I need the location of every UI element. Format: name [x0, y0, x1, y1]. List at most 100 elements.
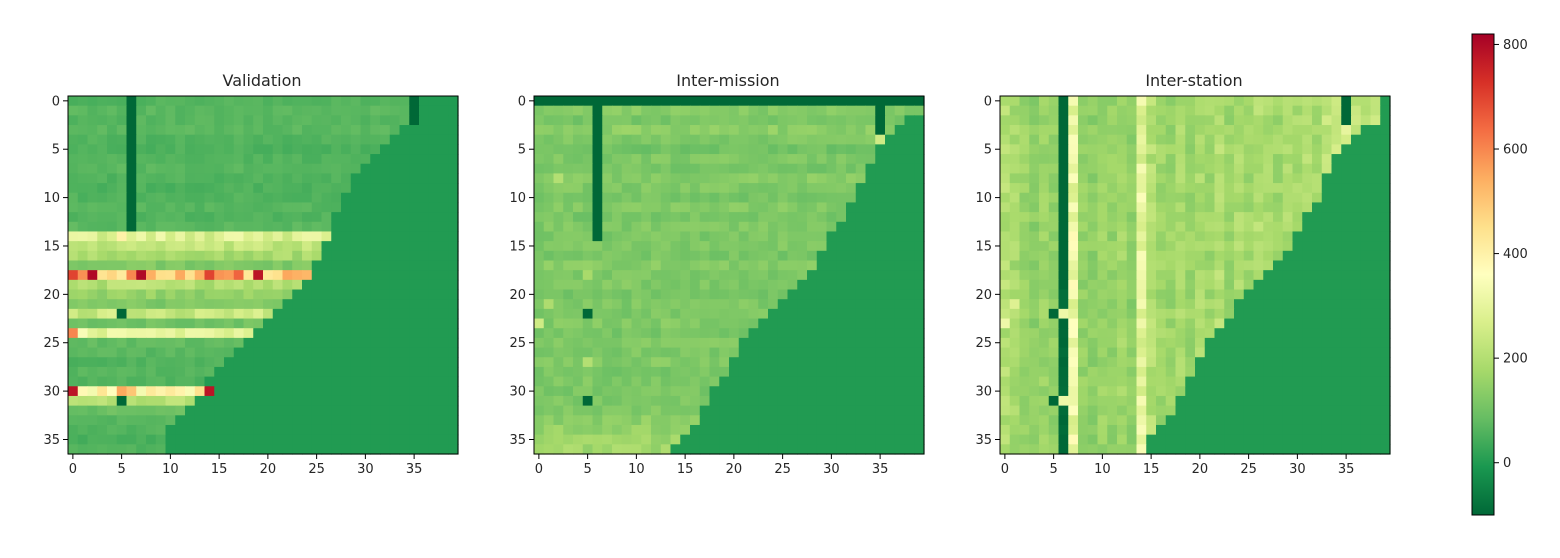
heatmap-cell — [758, 105, 769, 116]
heatmap-cell — [1019, 192, 1030, 204]
heatmap-cell — [1273, 183, 1284, 194]
heatmap-cell — [194, 192, 206, 204]
heatmap-cell — [699, 386, 711, 397]
heatmap-cell — [816, 144, 828, 155]
heatmap-cell — [165, 337, 176, 349]
heatmap-cell — [204, 337, 215, 349]
heatmap-cell — [448, 279, 459, 291]
heatmap-cell — [175, 289, 186, 300]
heatmap-cell — [448, 289, 459, 300]
heatmap-cell — [875, 202, 886, 213]
heatmap-cell — [1117, 270, 1128, 281]
heatmap-cell — [204, 241, 215, 252]
heatmap-cell — [612, 395, 623, 407]
heatmap-cell — [621, 183, 633, 194]
heatmap-cell — [1243, 270, 1255, 281]
heatmap-cell — [360, 434, 371, 445]
heatmap-cell — [233, 231, 245, 242]
heatmap-cell — [904, 270, 915, 281]
heatmap-cell — [787, 221, 798, 233]
heatmap-cell — [1058, 270, 1069, 281]
heatmap-cell — [389, 328, 401, 339]
heatmap-cell — [360, 173, 371, 184]
heatmap-cell — [1039, 163, 1050, 175]
heatmap-cell — [243, 144, 254, 155]
heatmap-cell — [350, 444, 362, 455]
heatmap-cell — [360, 395, 371, 407]
heatmap-cell — [1341, 250, 1352, 262]
heatmap-cell — [758, 328, 769, 339]
heatmap-cell — [768, 105, 779, 116]
heatmap-cell — [1009, 328, 1021, 339]
heatmap-cell — [1253, 299, 1264, 310]
heatmap-cell — [660, 299, 672, 310]
heatmap-cell — [165, 279, 176, 291]
heatmap-cell — [1117, 444, 1128, 455]
heatmap-cell — [1175, 424, 1186, 436]
heatmap-cell — [875, 212, 886, 223]
heatmap-cell — [1204, 202, 1216, 213]
heatmap-cell — [758, 415, 769, 426]
heatmap-cell — [543, 192, 555, 204]
heatmap-cell — [1292, 144, 1303, 155]
heatmap-cell — [807, 308, 818, 320]
heatmap-cell — [680, 125, 691, 136]
heatmap-cell — [428, 241, 440, 252]
heatmap-cell — [1146, 366, 1157, 378]
heatmap-cell — [136, 125, 147, 136]
heatmap-cell — [1165, 395, 1177, 407]
heatmap-cell — [543, 405, 555, 416]
heatmap-cell — [1282, 366, 1294, 378]
heatmap-cell — [185, 289, 196, 300]
heatmap-cell — [1029, 405, 1040, 416]
heatmap-cell — [302, 395, 313, 407]
heatmap-cell — [621, 328, 633, 339]
heatmap-cell — [311, 163, 323, 175]
heatmap-cell — [253, 250, 264, 262]
heatmap-cell — [1263, 192, 1274, 204]
heatmap-cell — [1302, 434, 1313, 445]
heatmap-cell — [1078, 154, 1089, 165]
heatmap-cell — [136, 279, 147, 291]
heatmap-cell — [1204, 279, 1216, 291]
heatmap-cell — [155, 308, 167, 320]
heatmap-cell — [380, 173, 391, 184]
heatmap-cell — [185, 241, 196, 252]
heatmap-cell — [836, 270, 847, 281]
heatmap-cell — [389, 221, 401, 233]
heatmap-cell — [185, 144, 196, 155]
heatmap-cell — [243, 115, 254, 126]
heatmap-cell — [602, 395, 613, 407]
heatmap-cell — [660, 405, 672, 416]
heatmap-cell — [1273, 289, 1284, 300]
heatmap-cell — [1351, 270, 1362, 281]
heatmap-cell — [87, 405, 98, 416]
heatmap-cell — [1243, 434, 1255, 445]
heatmap-cell — [331, 173, 342, 184]
heatmap-cell — [1156, 221, 1167, 233]
heatmap-cell — [1185, 154, 1196, 165]
heatmap-cell — [448, 337, 459, 349]
heatmap-cell — [1126, 386, 1138, 397]
heatmap-cell — [758, 337, 769, 349]
heatmap-cell — [1360, 444, 1372, 455]
heatmap-cell — [1360, 299, 1372, 310]
heatmap-cell — [165, 405, 176, 416]
heatmap-cell — [846, 260, 857, 271]
heatmap-cell — [631, 347, 642, 358]
heatmap-cell — [1126, 337, 1138, 349]
heatmap-cell — [1234, 337, 1245, 349]
heatmap-cell — [699, 183, 711, 194]
heatmap-cell — [263, 96, 274, 107]
heatmap-cell — [331, 299, 342, 310]
heatmap-cell — [836, 444, 847, 455]
heatmap-cell — [1009, 444, 1021, 455]
heatmap-cell — [680, 173, 691, 184]
heatmap-cell — [1282, 270, 1294, 281]
heatmap-cell — [311, 357, 323, 368]
heatmap-cell — [448, 134, 459, 145]
heatmap-cell — [1165, 444, 1177, 455]
heatmap-cell — [1321, 386, 1333, 397]
heatmap-cell — [204, 415, 215, 426]
heatmap-cell — [1321, 202, 1333, 213]
